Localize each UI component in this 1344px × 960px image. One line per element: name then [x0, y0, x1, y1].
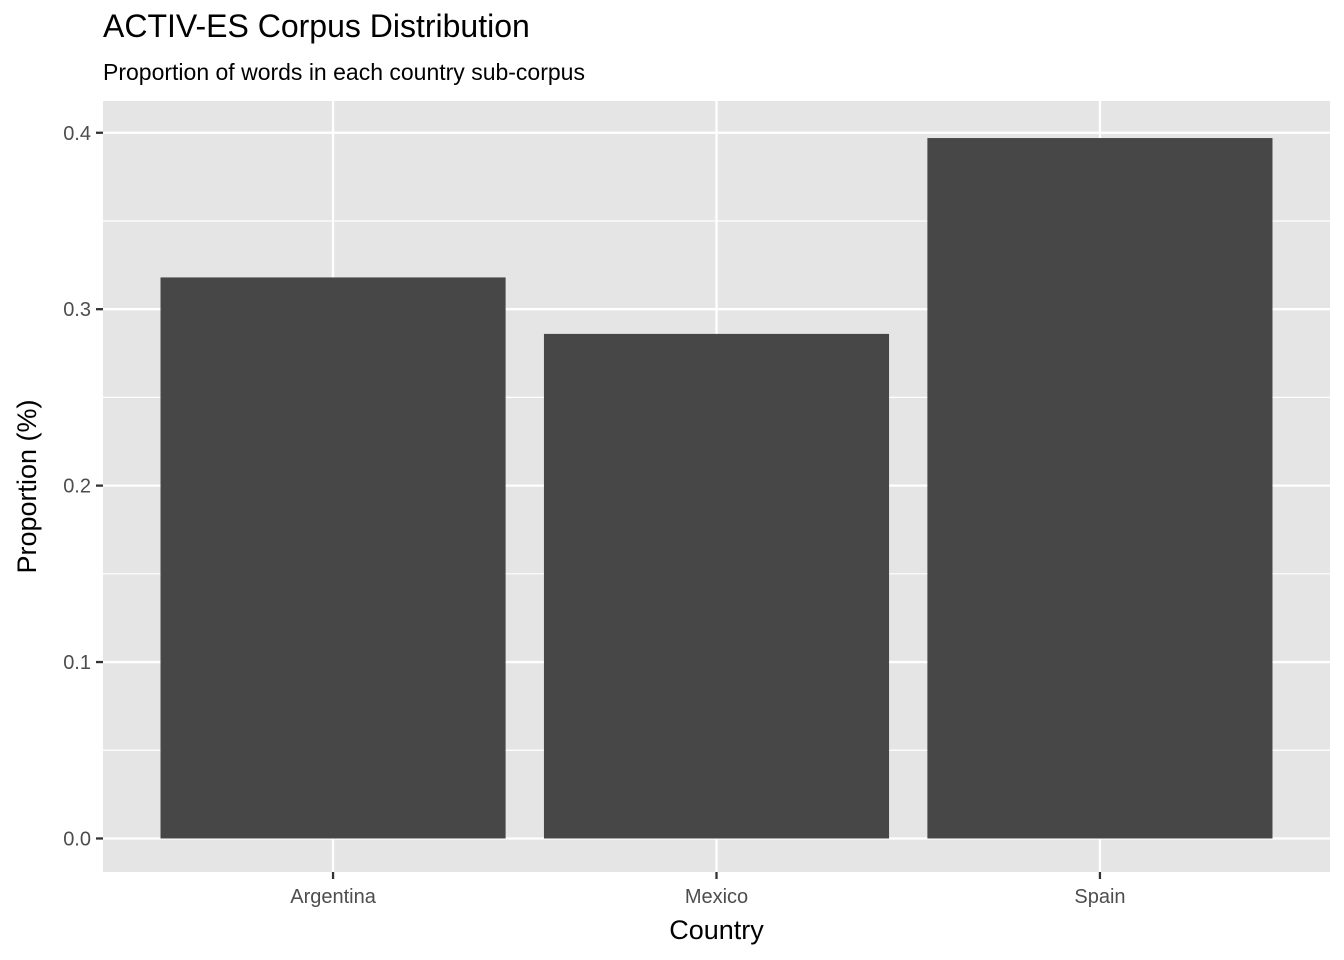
y-tick-label: 0.0 [63, 828, 91, 850]
bar-spain [927, 138, 1273, 839]
bar-argentina [160, 277, 506, 839]
chart-subtitle: Proportion of words in each country sub-… [103, 59, 585, 85]
x-axis: Argentina Mexico Spain [290, 872, 1126, 908]
y-axis: 0.0 0.1 0.2 0.3 0.4 [63, 123, 103, 850]
x-axis-title: Country [669, 915, 764, 945]
x-tick-label: Argentina [290, 886, 376, 908]
bars [160, 138, 1273, 839]
x-tick-label: Mexico [685, 886, 748, 908]
bar-mexico [543, 333, 890, 839]
y-axis-title: Proportion (%) [12, 399, 42, 573]
x-tick-label: Spain [1074, 886, 1125, 908]
y-tick-label: 0.4 [63, 123, 91, 145]
chart-title: ACTIV-ES Corpus Distribution [103, 8, 530, 44]
y-tick-label: 0.3 [63, 299, 91, 321]
y-tick-label: 0.2 [63, 476, 91, 498]
y-tick-label: 0.1 [63, 652, 91, 674]
